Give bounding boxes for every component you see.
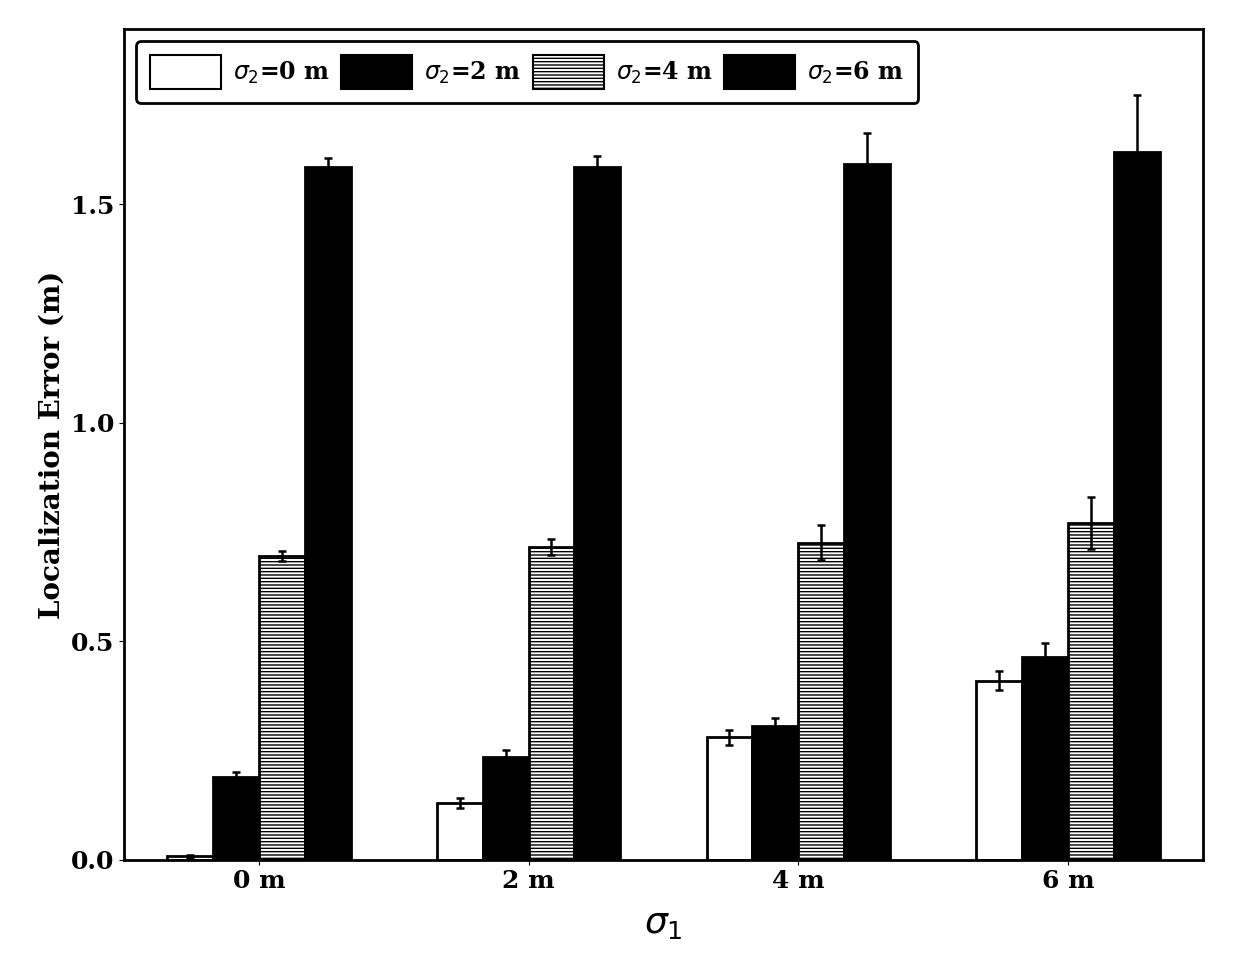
- Y-axis label: Localization Error (m): Localization Error (m): [38, 271, 66, 618]
- Bar: [213, 777, 259, 860]
- Bar: [753, 727, 799, 860]
- Bar: [707, 738, 753, 860]
- Bar: [167, 856, 213, 860]
- Bar: [482, 757, 528, 860]
- Bar: [259, 556, 305, 860]
- Bar: [1114, 151, 1159, 860]
- Bar: [799, 543, 844, 860]
- Bar: [1068, 524, 1114, 860]
- Legend: $\sigma_2$=0 m, $\sigma_2$=2 m, $\sigma_2$=4 m, $\sigma_2$=6 m: $\sigma_2$=0 m, $\sigma_2$=2 m, $\sigma_…: [136, 41, 919, 103]
- Bar: [305, 167, 351, 860]
- Bar: [976, 681, 1022, 860]
- Bar: [844, 164, 890, 860]
- Bar: [1022, 657, 1068, 860]
- X-axis label: $\sigma_1$: $\sigma_1$: [644, 908, 683, 942]
- Bar: [574, 167, 620, 860]
- Bar: [528, 547, 574, 860]
- Bar: [436, 803, 482, 860]
